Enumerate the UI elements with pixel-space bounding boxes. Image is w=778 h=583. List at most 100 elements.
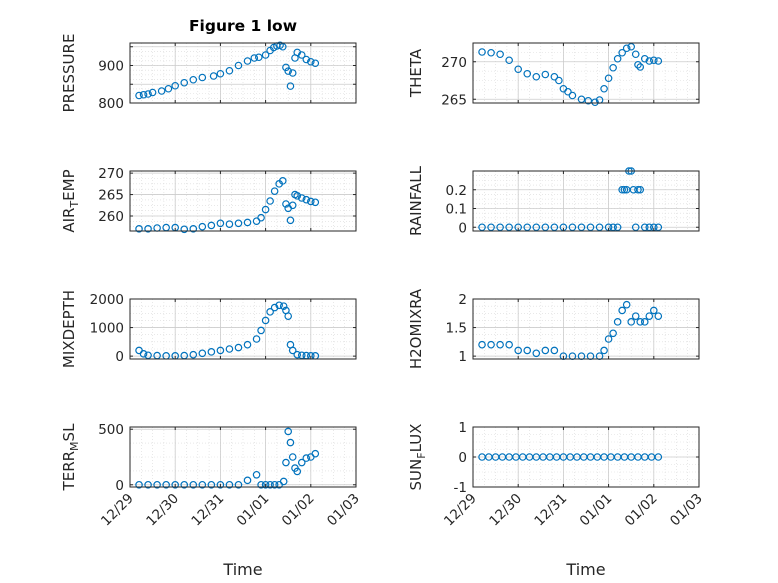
subplot-h2omixra: 1 1.5 2 H2OMIXRA xyxy=(407,288,700,369)
data-point xyxy=(252,335,261,343)
data-point xyxy=(198,349,207,358)
data-point xyxy=(234,219,243,228)
data-point xyxy=(279,302,288,310)
data-point xyxy=(631,50,640,59)
data-point xyxy=(207,221,216,230)
data-point xyxy=(135,480,143,489)
data-point xyxy=(609,223,617,232)
data-point xyxy=(595,223,604,232)
data-point xyxy=(487,340,495,349)
data-point xyxy=(135,225,143,233)
y-tick-label: 1 xyxy=(458,420,467,436)
data-point xyxy=(270,480,279,489)
data-point xyxy=(505,223,513,232)
y-tick-label: 1.5 xyxy=(446,321,467,337)
data-point xyxy=(189,350,198,359)
y-tick-label: 270 xyxy=(441,55,467,71)
data-point xyxy=(198,222,207,231)
data-point xyxy=(144,225,152,233)
data-point xyxy=(198,73,207,82)
data-point xyxy=(286,216,295,225)
data-point xyxy=(640,54,649,63)
data-point xyxy=(620,185,629,194)
data-point xyxy=(286,438,295,447)
data-point xyxy=(284,312,293,320)
y-axis-label: PRESSURE xyxy=(60,34,78,113)
data-point xyxy=(654,223,663,232)
data-point xyxy=(302,55,311,64)
data-point xyxy=(209,72,218,80)
data-point xyxy=(157,87,166,95)
data-point xyxy=(284,427,293,436)
data-point xyxy=(207,480,216,489)
data-point xyxy=(144,480,152,489)
data-point xyxy=(604,74,613,83)
data-point xyxy=(293,467,302,476)
data-point xyxy=(243,476,252,485)
figure-title: Figure 1 low xyxy=(189,17,297,35)
y-tick-label: 0 xyxy=(115,349,124,365)
y-tick-label: 270 xyxy=(98,166,124,182)
y-tick-label: 900 xyxy=(98,59,124,75)
data-point xyxy=(284,67,293,75)
data-point xyxy=(532,223,541,232)
data-point xyxy=(288,201,297,210)
data-point xyxy=(297,351,306,360)
data-point xyxy=(288,69,297,77)
data-point xyxy=(634,185,642,194)
data-point xyxy=(478,48,486,56)
data-point xyxy=(261,51,270,59)
data-point xyxy=(311,449,320,458)
subplot-mixdepth: 0 1000 2000 MIXDEPTH xyxy=(60,290,357,368)
data-point xyxy=(577,95,586,104)
data-point xyxy=(270,187,279,195)
data-point xyxy=(252,470,261,479)
data-point xyxy=(631,312,640,320)
y-axis-label: H2OMIXRA xyxy=(407,288,425,369)
data-point xyxy=(523,223,532,232)
data-point xyxy=(600,346,608,355)
data-point xyxy=(288,453,297,461)
data-point xyxy=(216,69,225,78)
data-point xyxy=(279,477,288,486)
axes-frame xyxy=(129,42,357,104)
data-point xyxy=(144,90,152,98)
data-point xyxy=(189,225,198,233)
data-point xyxy=(234,61,243,70)
data-point xyxy=(266,308,274,316)
data-point xyxy=(600,84,608,93)
data-point xyxy=(234,480,243,489)
data-point xyxy=(171,480,180,489)
data-point xyxy=(613,318,622,326)
data-point xyxy=(225,66,234,75)
data-point xyxy=(523,69,532,78)
data-point xyxy=(243,57,252,65)
data-point xyxy=(514,346,523,355)
data-point xyxy=(591,98,599,107)
data-point xyxy=(306,57,315,66)
data-point xyxy=(645,312,654,320)
data-point xyxy=(180,78,189,87)
data-point xyxy=(604,335,613,343)
data-point xyxy=(207,348,216,356)
data-point xyxy=(302,195,311,204)
subplot-rainfall: 0 0.1 0.2 RAINFALL xyxy=(407,165,700,236)
data-point xyxy=(282,458,290,467)
y-tick-label: 1000 xyxy=(90,321,124,337)
y-tick-label: 265 xyxy=(441,92,467,108)
subplot-grid: 800 900 PRESSURE 265 270 THETA 260 265 270 AIRTEM… xyxy=(60,34,706,530)
data-point xyxy=(257,213,265,222)
data-point xyxy=(257,480,265,489)
data-point xyxy=(189,75,198,84)
data-point xyxy=(640,318,649,326)
data-point xyxy=(164,84,173,93)
data-point xyxy=(297,194,306,202)
data-point xyxy=(514,65,523,74)
data-point xyxy=(250,54,259,62)
data-point xyxy=(257,326,265,335)
y-axis-label: TERRMSL xyxy=(60,423,81,492)
data-point xyxy=(225,480,234,489)
data-point xyxy=(568,223,577,232)
data-point xyxy=(550,346,559,355)
data-point xyxy=(278,177,287,185)
